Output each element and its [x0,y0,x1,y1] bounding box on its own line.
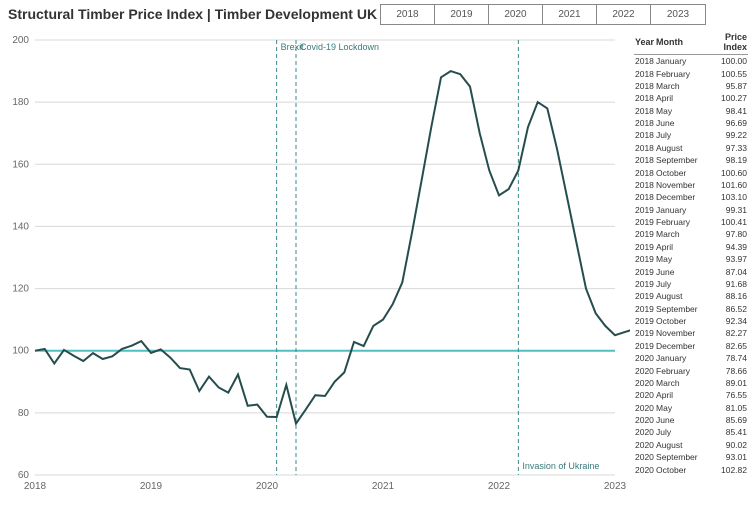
table-row: 2018March95.87 [634,80,748,92]
table-row: 2020October102.82 [634,463,748,475]
svg-text:120: 120 [12,284,29,295]
svg-text:180: 180 [12,97,29,108]
svg-text:2019: 2019 [140,481,163,492]
table-row: 2019February100.41 [634,216,748,228]
svg-text:2022: 2022 [488,481,511,492]
table-row: 2018November101.60 [634,179,748,191]
col-header: Year [634,30,655,55]
table-row: 2018April100.27 [634,92,748,104]
table-row: 2019July91.68 [634,278,748,290]
year-tab-2018[interactable]: 2018 [381,5,435,24]
table-row: 2019December82.65 [634,340,748,352]
data-table: YearMonthPrice Index 2018January100.0020… [634,30,748,498]
col-header: Price Index [699,30,748,55]
svg-text:100: 100 [12,346,29,357]
svg-text:200: 200 [12,35,29,46]
table-body: 2018January100.002018February100.552018M… [634,55,748,476]
table-row: 2020March89.01 [634,377,748,389]
svg-text:60: 60 [18,470,30,481]
table-row: 2019August88.16 [634,290,748,302]
svg-text:2020: 2020 [256,481,279,492]
table-row: 2018June96.69 [634,117,748,129]
table-row: 2019September86.52 [634,303,748,315]
year-tab-2021[interactable]: 2021 [543,5,597,24]
year-tab-2023[interactable]: 2023 [651,5,705,24]
svg-text:80: 80 [18,408,30,419]
col-header: Month [655,30,699,55]
table-row: 2019November82.27 [634,327,748,339]
table-row: 2018December103.10 [634,191,748,203]
table-row: 2018August97.33 [634,142,748,154]
year-tab-2019[interactable]: 2019 [435,5,489,24]
svg-text:Covid-19 Lockdown: Covid-19 Lockdown [300,42,379,52]
table-row: 2019October92.34 [634,315,748,327]
price-index-chart: 60 80 100 120 140 160 180 200 2018 2019 2020 2021 20… [0,30,630,500]
table-row: 2019March97.80 [634,228,748,240]
table-row: 2018February100.55 [634,67,748,79]
svg-text:Invasion of Ukraine: Invasion of Ukraine [522,461,599,471]
svg-text:2023: 2023 [604,481,627,492]
svg-text:140: 140 [12,221,29,232]
table-row: 2019June87.04 [634,265,748,277]
chart-area: 60 80 100 120 140 160 180 200 2018 2019 2020 2021 20… [0,30,630,500]
table-header-row: YearMonthPrice Index [634,30,748,55]
table-row: 2020July85.41 [634,426,748,438]
table-row: 2020August90.02 [634,439,748,451]
table-row: 2019May93.97 [634,253,748,265]
table-row: 2018May98.41 [634,105,748,117]
svg-text:2018: 2018 [24,481,47,492]
table-row: 2018January100.00 [634,55,748,68]
table-row: 2020January78.74 [634,352,748,364]
table-row: 2020September93.01 [634,451,748,463]
table-row: 2018September98.19 [634,154,748,166]
table-row: 2020May81.05 [634,402,748,414]
year-tab-2020[interactable]: 2020 [489,5,543,24]
year-tab-2022[interactable]: 2022 [597,5,651,24]
svg-text:2021: 2021 [372,481,395,492]
table-row: 2019April94.39 [634,241,748,253]
table-row: 2018October100.60 [634,166,748,178]
table-row: 2019January99.31 [634,204,748,216]
table-row: 2018July99.22 [634,129,748,141]
table-row: 2020February78.66 [634,364,748,376]
year-tabs-container: 201820192020202120222023 [380,4,706,25]
page-title: Structural Timber Price Index | Timber D… [8,6,377,22]
table-row: 2020June85.69 [634,414,748,426]
svg-text:160: 160 [12,159,29,170]
table-row: 2020April76.55 [634,389,748,401]
